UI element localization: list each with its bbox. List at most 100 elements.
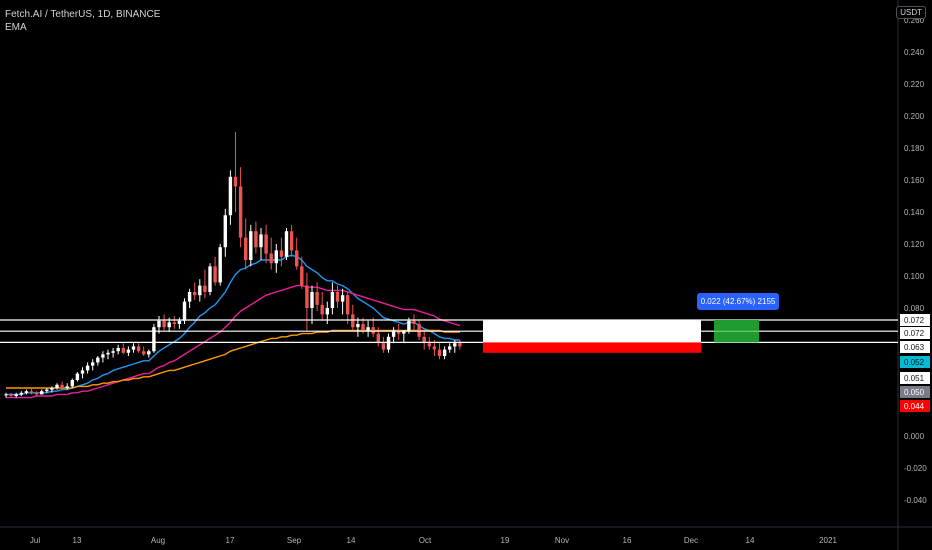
price-label-box	[900, 341, 930, 353]
y-tick-label: 0.100	[904, 272, 925, 281]
candle-body	[417, 324, 421, 337]
candle-body	[356, 324, 360, 328]
ema-line	[6, 329, 460, 389]
x-tick-label: Jul	[30, 536, 40, 545]
candle-body	[391, 330, 396, 337]
x-tick-label: Aug	[151, 536, 165, 545]
candle-body	[386, 336, 391, 350]
candle-body	[172, 322, 176, 324]
price-label-text: 0.044	[904, 402, 925, 411]
candle-body	[274, 250, 278, 264]
candle-body	[269, 253, 273, 264]
candle-body	[279, 250, 284, 257]
candle-body	[45, 389, 49, 392]
candle-body	[162, 320, 166, 328]
candle-body	[407, 320, 411, 331]
x-tick-label: 14	[347, 536, 356, 545]
candle-body	[85, 365, 90, 371]
candle-body	[9, 394, 13, 396]
candle-body	[442, 349, 447, 356]
candle-body	[136, 346, 141, 352]
price-label-text: 0.072	[904, 316, 925, 325]
price-label-box	[900, 327, 930, 339]
candle-body	[320, 304, 324, 315]
candle-body	[193, 292, 197, 296]
candle-body	[142, 351, 146, 355]
x-tick-label: Dec	[684, 536, 698, 545]
candle-body	[167, 322, 171, 328]
y-tick-label: -0.040	[904, 496, 927, 505]
candle-body	[14, 394, 18, 396]
candle-body	[254, 231, 258, 248]
candle-body	[55, 384, 59, 388]
candle-body	[19, 392, 23, 395]
candle-body	[289, 231, 294, 251]
y-tick-label: 0.140	[904, 208, 925, 217]
y-tick-label: 0.120	[904, 240, 925, 249]
candle-body	[101, 354, 105, 358]
y-tick-label: 0.160	[904, 176, 925, 185]
candle-body	[147, 351, 151, 355]
candle-body	[381, 343, 386, 350]
position-stop-zone	[483, 342, 701, 353]
candle-body	[116, 348, 120, 352]
position-profit-zone	[483, 320, 701, 343]
currency-badge[interactable]: USDT	[896, 6, 926, 19]
candle-body	[126, 349, 131, 353]
candle-body	[366, 327, 370, 331]
x-tick-label: Oct	[419, 536, 432, 545]
candle-body	[70, 380, 74, 387]
candle-body	[422, 336, 426, 344]
candle-body	[371, 327, 375, 334]
candle-body	[361, 324, 365, 331]
candle-body	[187, 292, 192, 302]
symbol-title[interactable]: Fetch.AI / TetherUS, 1D, BINANCE	[5, 9, 161, 20]
candle-body	[208, 266, 212, 292]
price-label-text: 0.072	[904, 329, 925, 338]
price-label-text: 0.063	[904, 343, 925, 352]
candle-body	[96, 357, 100, 363]
candle-body	[310, 292, 314, 308]
x-tick-label: 2021	[819, 536, 837, 545]
candle-body	[300, 266, 304, 286]
candle-body	[29, 391, 34, 393]
candle-body	[177, 320, 182, 324]
price-label-box	[900, 356, 930, 368]
price-label-text: 0.052	[904, 358, 925, 367]
candle-body	[259, 234, 263, 248]
candle-body	[65, 386, 69, 388]
candle-body	[295, 250, 299, 267]
candle-body	[249, 231, 253, 260]
price-label-box	[900, 386, 930, 398]
candle-body	[264, 234, 268, 254]
ema-line	[6, 254, 460, 396]
x-tick-label: Nov	[555, 536, 569, 545]
candle-body	[448, 346, 452, 350]
candle-body	[340, 295, 345, 302]
candle-body	[203, 285, 207, 292]
candle-body	[376, 333, 380, 344]
candle-body	[75, 373, 80, 380]
y-tick-label: 0.240	[904, 48, 925, 57]
price-label-box	[900, 314, 930, 326]
y-tick-label: 0.220	[904, 80, 925, 89]
candle-body	[346, 295, 350, 315]
candle-body	[50, 388, 54, 390]
ema-line	[6, 284, 461, 399]
candle-body	[330, 292, 335, 308]
indicator-label[interactable]: EMA	[5, 22, 27, 33]
candle-body	[198, 285, 202, 296]
x-tick-label: Sep	[287, 536, 302, 545]
candle-body	[453, 343, 457, 347]
x-tick-label: 19	[501, 536, 510, 545]
candle-body	[228, 176, 233, 216]
candle-body	[218, 247, 222, 283]
candle-body	[157, 320, 161, 328]
candle-body	[24, 391, 29, 393]
candle-body	[238, 186, 243, 238]
candle-body	[325, 308, 329, 315]
y-tick-label: 0.000	[904, 432, 925, 441]
candle-body	[284, 231, 289, 257]
